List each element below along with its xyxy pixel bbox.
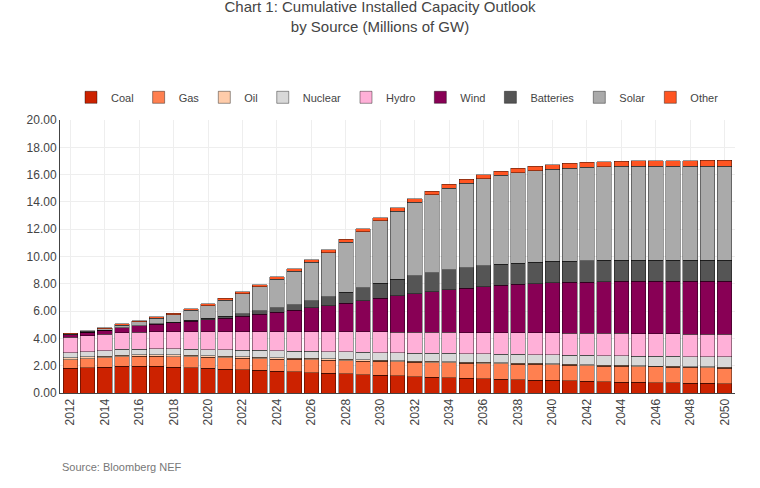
svg-text:2034: 2034 xyxy=(442,398,456,425)
svg-text:2044: 2044 xyxy=(614,398,628,425)
svg-text:4.00: 4.00 xyxy=(33,332,57,346)
svg-text:2016: 2016 xyxy=(132,398,146,425)
svg-text:Oil: Oil xyxy=(244,92,257,104)
svg-text:Chart 1: Cumulative Installed: Chart 1: Cumulative Installed Capacity O… xyxy=(225,0,536,35)
svg-text:18.00: 18.00 xyxy=(27,141,57,155)
svg-text:2022: 2022 xyxy=(235,398,249,425)
svg-text:10.00: 10.00 xyxy=(27,250,57,264)
svg-text:20.00: 20.00 xyxy=(27,113,57,127)
svg-text:Nuclear: Nuclear xyxy=(303,92,341,104)
svg-text:Coal: Coal xyxy=(111,92,134,104)
svg-text:16.00: 16.00 xyxy=(27,168,57,182)
svg-text:2042: 2042 xyxy=(580,398,594,425)
svg-text:2024: 2024 xyxy=(270,398,284,425)
svg-text:2050: 2050 xyxy=(718,398,732,425)
svg-text:Wind: Wind xyxy=(460,92,485,104)
svg-text:2014: 2014 xyxy=(98,398,112,425)
svg-text:2036: 2036 xyxy=(477,398,491,425)
svg-text:2046: 2046 xyxy=(649,398,663,425)
svg-text:6.00: 6.00 xyxy=(33,304,57,318)
svg-text:Other: Other xyxy=(690,92,718,104)
svg-text:2020: 2020 xyxy=(201,398,215,425)
svg-text:2.00: 2.00 xyxy=(33,359,57,373)
svg-text:Solar: Solar xyxy=(619,92,645,104)
svg-text:Gas: Gas xyxy=(179,92,200,104)
svg-text:2030: 2030 xyxy=(373,398,387,425)
svg-text:12.00: 12.00 xyxy=(27,222,57,236)
svg-text:Batteries: Batteries xyxy=(530,92,574,104)
svg-text:2018: 2018 xyxy=(167,398,181,425)
svg-text:2028: 2028 xyxy=(339,398,353,425)
svg-text:Hydro: Hydro xyxy=(386,92,415,104)
svg-text:0.00: 0.00 xyxy=(33,386,57,400)
svg-text:2040: 2040 xyxy=(545,398,559,425)
svg-text:8.00: 8.00 xyxy=(33,277,57,291)
svg-text:2012: 2012 xyxy=(63,398,77,425)
svg-text:14.00: 14.00 xyxy=(27,195,57,209)
svg-text:2026: 2026 xyxy=(304,398,318,425)
svg-text:2032: 2032 xyxy=(408,398,422,425)
svg-text:2048: 2048 xyxy=(683,398,697,425)
svg-text:2038: 2038 xyxy=(511,398,525,425)
svg-text:Source: Bloomberg NEF: Source: Bloomberg NEF xyxy=(62,461,181,473)
